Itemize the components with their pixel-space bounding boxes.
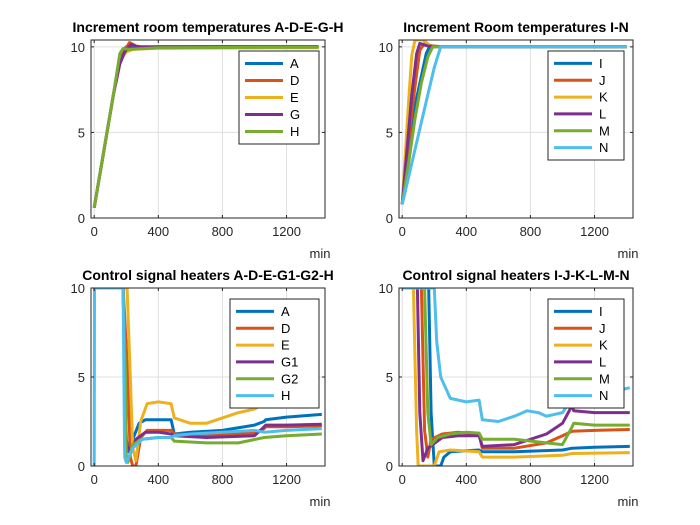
- series-line-k: [410, 288, 630, 466]
- chart-title: Control signal heaters A-D-E-G1-G2-H: [82, 267, 334, 283]
- legend-label-i: I: [599, 56, 603, 71]
- y-tick-label: 0: [78, 459, 85, 474]
- x-tick-label: 0: [399, 224, 406, 239]
- x-tick-label: 800: [520, 224, 542, 239]
- y-tick-label: 0: [386, 211, 393, 226]
- series-line-g1: [121, 288, 322, 454]
- series-group: [92, 41, 319, 208]
- legend-box: [547, 298, 625, 409]
- legend-box: [229, 298, 320, 409]
- legend-label-h: H: [281, 388, 290, 403]
- x-tick-label: 800: [520, 472, 542, 487]
- legend-label-n: N: [599, 388, 608, 403]
- legend-label-m: M: [599, 123, 610, 138]
- x-tick-label: 400: [455, 472, 477, 487]
- panel-control-signal-a-h: 0 400 800 1200 0 5 10 min Control signal heaters…: [71, 267, 334, 509]
- legend-box: [547, 50, 625, 161]
- legend-label-a: A: [281, 304, 290, 319]
- axes-frame: [90, 39, 326, 219]
- series-line-n: [400, 45, 627, 205]
- chart-title: Control signal heaters I-J-K-L-M-N: [402, 267, 629, 283]
- y-tick-label: 10: [71, 281, 85, 296]
- axes-frame: [398, 39, 634, 219]
- chart-title: Increment room temperatures A-D-E-G-H: [73, 19, 344, 35]
- legend-label-m: M: [599, 371, 610, 386]
- y-tick-label: 10: [379, 281, 393, 296]
- y-tick-label: 5: [386, 370, 393, 385]
- x-tick-label: 1200: [580, 224, 609, 239]
- series-group: [400, 40, 627, 205]
- x-axis-label: min: [618, 494, 639, 509]
- x-axis-label: min: [310, 494, 331, 509]
- legend-label-l: L: [599, 106, 606, 121]
- legend-label-e: E: [290, 90, 299, 105]
- legend-label-j: J: [599, 73, 606, 88]
- y-tick-label: 10: [379, 40, 393, 55]
- y-tick-label: 5: [78, 370, 85, 385]
- x-tick-label: 400: [147, 224, 169, 239]
- x-axis-label: min: [618, 246, 639, 261]
- legend-label-i: I: [599, 304, 603, 319]
- x-tick-label: 0: [91, 472, 98, 487]
- legend-label-k: K: [599, 338, 608, 353]
- x-tick-label: 0: [399, 472, 406, 487]
- chart-title: Increment Room temperatures I-N: [403, 19, 629, 35]
- x-tick-label: 400: [455, 224, 477, 239]
- series-line-m: [421, 288, 630, 447]
- legend-label-n: N: [599, 140, 608, 155]
- legend-label-j: J: [599, 321, 606, 336]
- panel-room-temperatures-a-h: 0 400 800 1200 0 5 10 min Increment room tempera…: [71, 19, 344, 261]
- x-tick-label: 800: [212, 224, 234, 239]
- legend-label-h: H: [290, 124, 299, 139]
- y-tick-label: 10: [71, 40, 85, 55]
- legend-label-a: A: [290, 56, 299, 71]
- panel-room-temperatures-i-n: 0 400 800 1200 0 5 10 min Increment Room tempera…: [379, 19, 639, 261]
- legend-label-d: D: [281, 321, 290, 336]
- x-tick-label: 0: [91, 224, 98, 239]
- series-group: [402, 288, 631, 466]
- x-axis-label: min: [310, 246, 331, 261]
- series-line-h: [92, 45, 319, 208]
- x-tick-label: 800: [212, 472, 234, 487]
- x-tick-label: 1200: [272, 472, 301, 487]
- legend-label-g2: G2: [281, 371, 298, 386]
- series-line-h: [92, 288, 322, 466]
- x-tick-label: 400: [147, 472, 169, 487]
- legend-label-e: E: [281, 338, 290, 353]
- panel-control-signal-i-n: 0 400 800 1200 0 5 10 min Control signal heaters…: [379, 267, 639, 509]
- legend-label-l: L: [599, 354, 606, 369]
- legend-label-g: G: [290, 107, 300, 122]
- x-tick-label: 1200: [580, 472, 609, 487]
- y-tick-label: 5: [386, 125, 393, 140]
- y-tick-label: 0: [78, 211, 85, 226]
- y-tick-label: 5: [78, 125, 85, 140]
- legend-label-g1: G1: [281, 354, 298, 369]
- legend-label-d: D: [290, 73, 299, 88]
- x-tick-label: 1200: [272, 224, 301, 239]
- y-tick-label: 0: [386, 459, 393, 474]
- legend-label-k: K: [599, 90, 608, 105]
